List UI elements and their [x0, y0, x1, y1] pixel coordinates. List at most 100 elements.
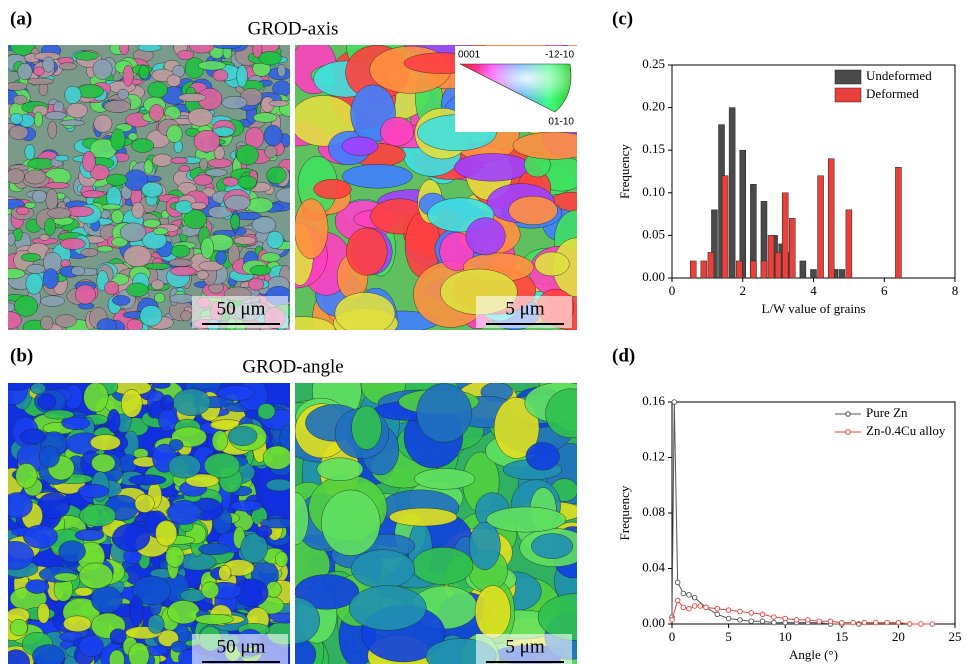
map-image [8, 383, 290, 664]
grain [251, 216, 277, 234]
grain [189, 45, 215, 54]
y-tick-label: 0.12 [642, 448, 665, 463]
grain [197, 60, 226, 71]
bar [700, 260, 708, 279]
x-axis-label: L/W value of grains [761, 301, 865, 316]
bar [750, 260, 757, 279]
grain [230, 500, 263, 512]
grain [346, 227, 388, 276]
ipf-label: -12-10 [545, 50, 574, 61]
grain [295, 574, 360, 610]
marker [691, 603, 698, 609]
x-tick-label: 5 [725, 629, 732, 644]
grain [211, 430, 228, 452]
marker [725, 615, 732, 622]
legend-label: Deformed [866, 86, 919, 101]
grain [170, 640, 188, 653]
grain [24, 144, 36, 160]
scale-bar-label: 5 μm [505, 298, 544, 319]
marker [884, 619, 890, 626]
maps [8, 45, 577, 664]
bar [767, 235, 775, 279]
grain [38, 445, 60, 468]
grain [199, 157, 208, 171]
grain [167, 499, 202, 525]
marker [748, 618, 754, 624]
x-tick-label: 4 [810, 283, 817, 298]
grain [26, 264, 46, 274]
bar [721, 175, 729, 279]
grain [59, 119, 86, 127]
grain [15, 206, 30, 216]
marker [918, 621, 924, 627]
x-tick-label: 15 [835, 629, 848, 644]
grain [465, 217, 506, 256]
grain [132, 575, 171, 606]
grain [117, 89, 129, 100]
grain [74, 51, 100, 61]
bar [739, 149, 746, 279]
grain [25, 273, 43, 295]
marker [674, 579, 681, 586]
grain [33, 66, 45, 76]
marker [861, 619, 868, 626]
ipf-triangle-outline [459, 63, 572, 113]
grain [74, 529, 105, 542]
grain [277, 64, 286, 78]
grain [131, 201, 145, 219]
grain [131, 138, 155, 153]
grain [80, 248, 99, 257]
grain [508, 195, 558, 225]
grain [200, 237, 214, 259]
grain [255, 525, 273, 538]
grain [259, 518, 290, 529]
grain [275, 551, 289, 568]
ipf-key: 0001 -12-10 01-10 [455, 46, 577, 132]
bar [810, 269, 817, 279]
grain [78, 484, 110, 498]
marker [782, 615, 788, 622]
grain [342, 164, 413, 189]
grain [93, 114, 113, 133]
y-axis-label: Frequency [617, 144, 632, 199]
grain [468, 521, 501, 570]
y-tick-label: 0.05 [642, 226, 665, 241]
legend-label: Zn-0.4Cu alloy [866, 423, 946, 438]
grain [334, 292, 396, 330]
grain [58, 62, 78, 71]
grain [119, 45, 130, 56]
marker [714, 611, 721, 618]
y-tick-label: 0.25 [642, 56, 665, 71]
grain [8, 125, 29, 140]
grain [8, 311, 22, 330]
grain [183, 209, 208, 229]
grain [45, 188, 59, 211]
panel-label: (c) [612, 8, 633, 29]
x-tick-label: 0 [669, 283, 676, 298]
grain [111, 209, 124, 224]
marker [759, 618, 766, 624]
grain [9, 113, 23, 125]
grain [109, 628, 127, 645]
grain [111, 237, 129, 248]
grain [60, 238, 86, 250]
grain [45, 182, 70, 189]
grain [143, 159, 154, 175]
legend-marker [845, 429, 851, 435]
grain [138, 65, 150, 80]
marker [669, 617, 675, 623]
x-tick-label: 25 [949, 629, 962, 644]
bar [689, 260, 697, 279]
grain [416, 383, 472, 443]
grain [90, 164, 110, 181]
grain [147, 614, 165, 634]
scale-bar-box [476, 296, 572, 328]
grain [47, 207, 72, 219]
grain [37, 393, 57, 411]
grain [198, 260, 224, 272]
x-tick-label: 0 [669, 629, 676, 644]
bar [707, 252, 715, 279]
grain [389, 507, 458, 527]
marker [671, 399, 678, 405]
grain [207, 206, 232, 219]
